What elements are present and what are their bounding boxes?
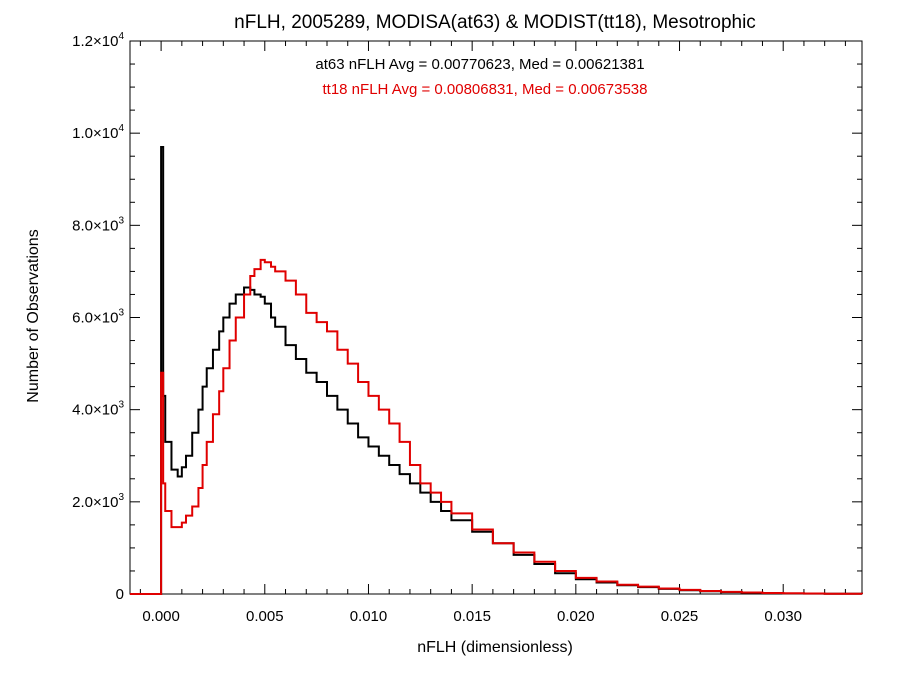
- y-tick-label: 1.2×104: [72, 31, 124, 50]
- y-tick-label: 4.0×103: [72, 400, 124, 419]
- annotation-at63-stats: at63 nFLH Avg = 0.00770623, Med = 0.0062…: [315, 56, 644, 73]
- y-axis-label: Number of Observations: [25, 229, 42, 402]
- series-line-0: [130, 145, 863, 595]
- y-tick-label: 2.0×103: [72, 492, 124, 511]
- x-tick-label: 0.025: [661, 608, 699, 625]
- y-tick-label: 0: [116, 586, 124, 603]
- y-axis-ticks: [130, 40, 862, 595]
- chart-title: nFLH, 2005289, MODISA(at63) & MODIST(tt1…: [234, 12, 756, 33]
- x-tick-label: 0.005: [246, 608, 284, 625]
- x-tick-label: 0.015: [453, 608, 491, 625]
- series-line-1: [130, 258, 863, 595]
- annotation-tt18-stats: tt18 nFLH Avg = 0.00806831, Med = 0.0067…: [323, 81, 648, 98]
- y-tick-label: 6.0×103: [72, 308, 124, 327]
- x-axis-tick-labels: 0.000 0.005 0.010 0.015 0.020 0.025 0.030: [142, 608, 802, 625]
- x-tick-label: 0.000: [142, 608, 180, 625]
- y-tick-label: 1.0×104: [72, 123, 124, 142]
- x-tick-label: 0.030: [764, 608, 802, 625]
- x-tick-label: 0.010: [350, 608, 388, 625]
- x-tick-label: 0.020: [557, 608, 595, 625]
- y-tick-label: 8.0×103: [72, 215, 124, 234]
- y-axis-tick-labels: 0 2.0×103 4.0×103 6.0×103 8.0×103 1.0×104 1.2×…: [72, 31, 124, 603]
- x-axis-label: nFLH (dimensionless): [417, 639, 573, 656]
- series-group: [130, 145, 863, 595]
- x-axis-ticks: [139, 41, 846, 594]
